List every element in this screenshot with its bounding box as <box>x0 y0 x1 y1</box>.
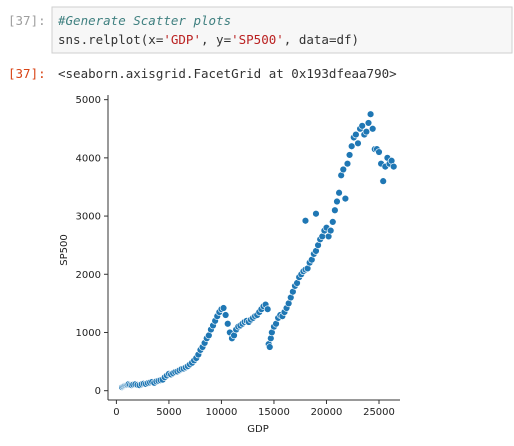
point <box>333 197 341 206</box>
point <box>329 218 337 226</box>
code: , data=df) <box>284 32 359 47</box>
code-string: 'SP500' <box>231 32 284 47</box>
input-cell[interactable] <box>51 6 513 54</box>
y-tick-label: 2000 <box>76 270 101 281</box>
point <box>366 110 375 118</box>
point <box>358 122 366 130</box>
x-tick-label: 25000 <box>363 407 395 418</box>
output-text: <seaborn.axisgrid.FacetGrid at 0x193dfea… <box>58 66 397 81</box>
point <box>341 194 350 203</box>
point <box>224 320 232 328</box>
point <box>354 139 362 148</box>
input-prompt: [37]: <box>8 13 46 28</box>
x-tick-label: 0 <box>113 407 119 418</box>
point <box>331 206 339 214</box>
point <box>364 119 373 127</box>
x-tick-label: 5000 <box>156 407 181 418</box>
point <box>345 151 354 159</box>
point <box>266 343 274 351</box>
point <box>379 177 387 185</box>
y-axis-label: SP500 <box>59 234 70 265</box>
point <box>347 142 356 150</box>
point <box>312 210 320 218</box>
point <box>219 304 228 312</box>
code-string: 'GDP' <box>163 32 201 47</box>
code: sns.relplot(x= <box>58 32 163 47</box>
point <box>326 226 335 235</box>
point <box>263 305 272 313</box>
point <box>368 125 377 133</box>
point <box>362 127 371 136</box>
point <box>339 165 347 174</box>
point <box>335 189 343 197</box>
x-tick-label: 15000 <box>258 407 290 418</box>
y-tick-label: 5000 <box>76 95 101 106</box>
code-comment: #Generate Scatter plots <box>57 13 231 28</box>
point <box>343 159 352 168</box>
y-tick-label: 1000 <box>76 328 101 339</box>
code-line: sns.relplot(x='GDP', y='SP500', data=df) <box>58 32 359 47</box>
x-tick-label: 20000 <box>311 407 343 418</box>
y-tick-label: 3000 <box>76 212 101 223</box>
y-tick-label: 0 <box>95 386 101 397</box>
x-tick-label: 10000 <box>206 407 238 418</box>
point <box>352 130 360 139</box>
output-prompt: [37]: <box>8 66 46 81</box>
y-tick-label: 4000 <box>76 153 101 164</box>
code: , y= <box>201 32 231 47</box>
point <box>389 162 398 171</box>
x-axis-label: GDP <box>247 424 268 435</box>
plot: 0 1000 2000 3000 4000 5000 0 5000 10000 15000 2000… <box>76 95 400 418</box>
point <box>375 148 383 156</box>
point <box>301 217 310 225</box>
point <box>221 311 230 319</box>
